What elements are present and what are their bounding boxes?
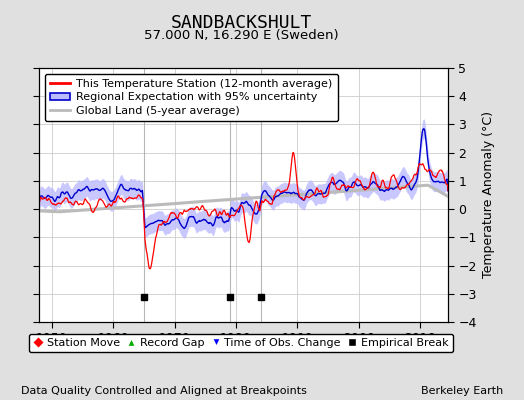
Legend: Station Move, Record Gap, Time of Obs. Change, Empirical Break: Station Move, Record Gap, Time of Obs. C… xyxy=(29,334,453,352)
Text: Berkeley Earth: Berkeley Earth xyxy=(421,386,503,396)
Text: 57.000 N, 16.290 E (Sweden): 57.000 N, 16.290 E (Sweden) xyxy=(144,29,339,42)
Text: SANDBACKSHULT: SANDBACKSHULT xyxy=(170,14,312,32)
Y-axis label: Temperature Anomaly (°C): Temperature Anomaly (°C) xyxy=(483,112,495,278)
Legend: This Temperature Station (12-month average), Regional Expectation with 95% uncer: This Temperature Station (12-month avera… xyxy=(45,74,338,121)
Text: Data Quality Controlled and Aligned at Breakpoints: Data Quality Controlled and Aligned at B… xyxy=(21,386,307,396)
